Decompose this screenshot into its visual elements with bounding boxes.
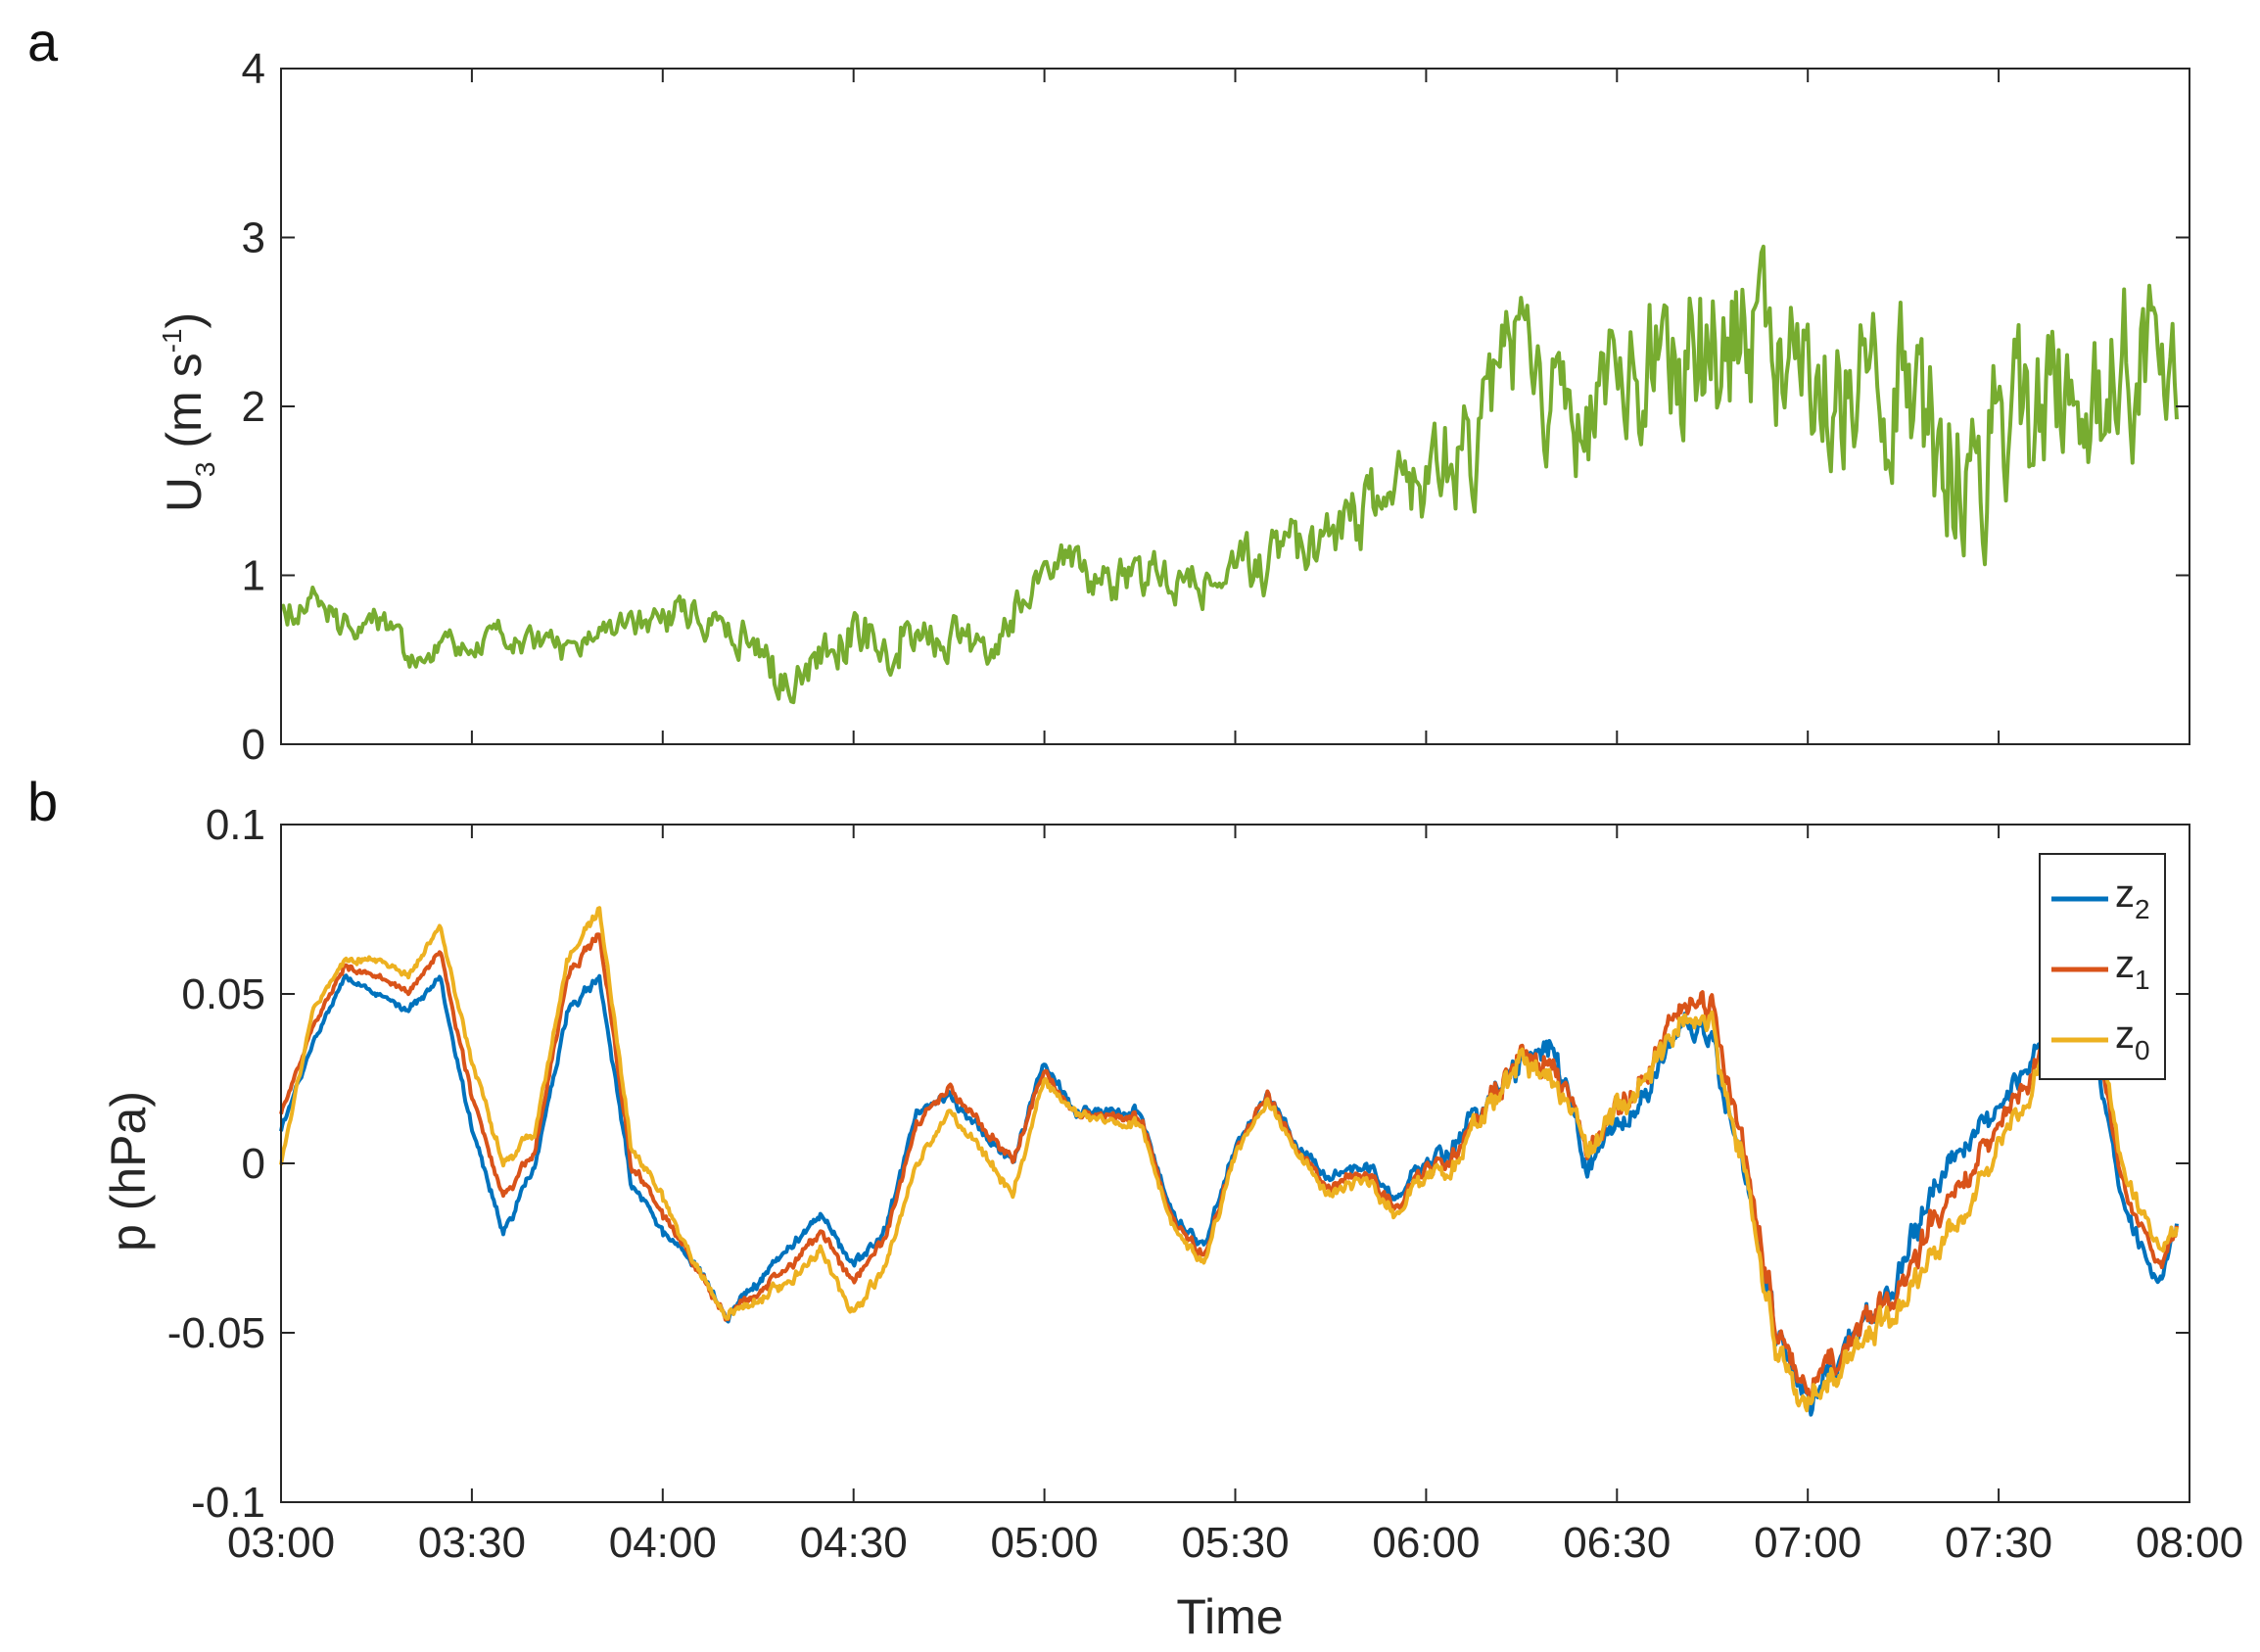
b-y-tick-label-0: -0.1 — [191, 1479, 265, 1527]
b-x-tick-label-0: 03:00 — [227, 1519, 335, 1567]
legend-entry-z1: z1 — [2051, 943, 2150, 995]
panel-a-y-axis-label: U3 (m s-1) — [157, 312, 220, 512]
b-y-tick-label-1: -0.05 — [167, 1309, 265, 1357]
a-series-line-0 — [280, 244, 2179, 705]
a-y-tick-label-3: 3 — [242, 214, 265, 262]
panel-b-plot-frame — [280, 824, 2190, 1503]
b-x-tick-label-3: 04:30 — [800, 1519, 908, 1567]
b-x-tick-label-4: 05:00 — [991, 1519, 1099, 1567]
a-y-tick-label-2: 2 — [242, 383, 265, 431]
b-y-tick-label-4: 0.1 — [206, 801, 265, 849]
b-x-tick-label-2: 04:00 — [609, 1519, 717, 1567]
panel-a: a 0 1 2 3 4 U3 (m s-1) — [27, 11, 2190, 769]
legend-label-z0: z0 — [2115, 1014, 2150, 1065]
panel-a-letter: a — [27, 11, 59, 72]
b-x-tick-label-10: 08:00 — [2136, 1519, 2243, 1567]
panel-b-ticks: 03:00 03:30 04:00 04:30 05:00 05:30 06:00 06:30… — [167, 801, 2243, 1567]
legend-label-z1: z1 — [2115, 943, 2150, 995]
legend-entry-z2: z2 — [2051, 873, 2150, 924]
b-y-tick-label-2: 0 — [242, 1140, 265, 1188]
b-series-line-2 — [279, 906, 2179, 1413]
a-y-tick-label-0: 0 — [242, 721, 265, 769]
b-x-tick-label-5: 05:30 — [1181, 1519, 1289, 1567]
panel-b-x-axis-label: Time — [1176, 1589, 1283, 1644]
panel-b-letter: b — [27, 771, 58, 832]
panel-b: b 03:00 03:30 04:00 04:30 05:00 05:30 06:00 06:… — [27, 771, 2243, 1644]
panel-a-series-layer — [280, 244, 2179, 705]
b-x-tick-label-8: 07:00 — [1754, 1519, 1861, 1567]
b-x-tick-label-1: 03:30 — [418, 1519, 526, 1567]
a-y-tick-label-1: 1 — [242, 552, 265, 600]
b-series-line-0 — [279, 973, 2179, 1417]
legend: z2 z1 z0 — [2039, 853, 2166, 1080]
b-x-tick-label-9: 07:30 — [1945, 1519, 2052, 1567]
panel-b-y-axis-label: p (hPa) — [101, 1091, 156, 1251]
a-y-tick-label-4: 4 — [242, 45, 265, 93]
panel-b-series-layer — [279, 906, 2179, 1417]
legend-entry-z0: z0 — [2051, 1014, 2150, 1065]
b-y-tick-label-3: 0.05 — [181, 970, 265, 1018]
panel-a-ticks: 0 1 2 3 4 — [242, 45, 2190, 769]
legend-label-z2: z2 — [2115, 873, 2150, 924]
b-x-tick-label-6: 06:00 — [1372, 1519, 1480, 1567]
b-x-tick-label-7: 06:30 — [1563, 1519, 1671, 1567]
